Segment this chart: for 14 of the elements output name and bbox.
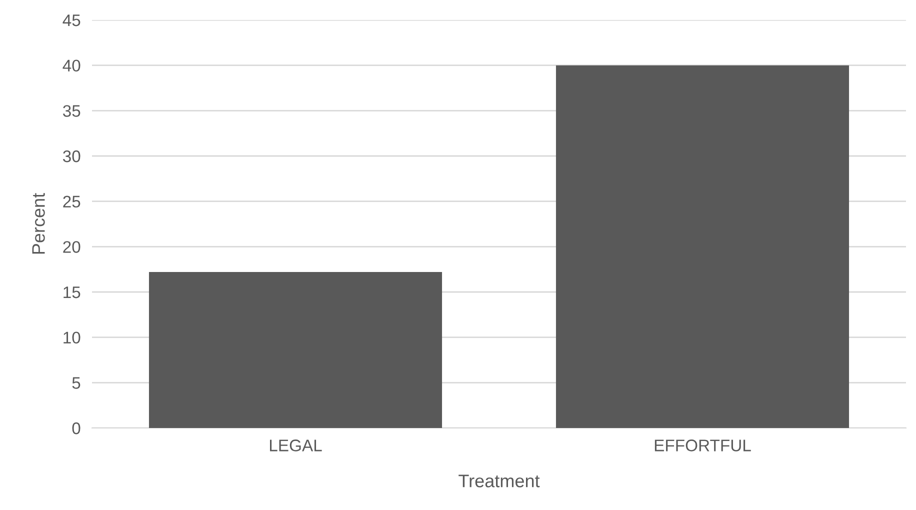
y-axis-title: Percent [32,193,45,254]
y-tick-label: 15 [64,286,80,298]
x-axis-title: Treatment [458,474,540,488]
y-tick-label: 20 [63,241,80,253]
y-tick-label: 25 [63,196,80,208]
x-tick-label: LEGAL [270,440,322,452]
y-tick-label: 30 [62,150,80,162]
y-tick-label: 40 [62,60,80,72]
y-tick-label: 0 [72,422,80,434]
x-tick-label: EFFORTFUL [654,440,751,452]
y-tick-label: 10 [64,332,80,344]
y-tick-label: 5 [72,377,80,389]
y-tick-label: 35 [62,105,80,117]
y-tick-label: 45 [62,14,80,26]
